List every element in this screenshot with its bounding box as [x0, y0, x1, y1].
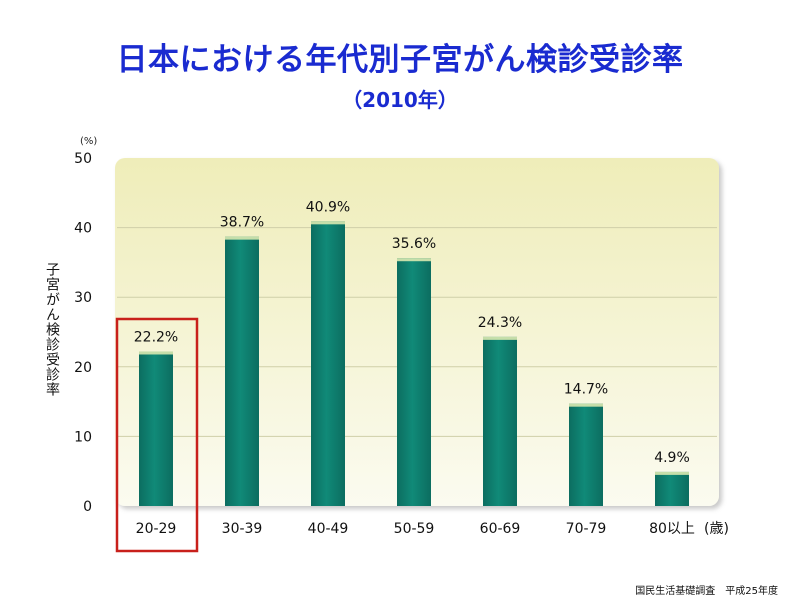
bar-60-69 [483, 336, 517, 506]
value-label-80以上: 4.9% [654, 450, 690, 466]
highlight-box [115, 317, 199, 553]
bar-highlight [397, 258, 431, 262]
bar-highlight [225, 236, 259, 240]
category-label-70-79: 70-79 [566, 521, 607, 537]
category-label-20-29: 20-29 [136, 521, 177, 537]
category-label-60-69: 60-69 [480, 521, 521, 537]
source-note: 国民生活基礎調査 平成25年度 [635, 586, 778, 597]
bar-80以上 [655, 471, 689, 506]
bar-50-59 [397, 258, 431, 506]
y-axis-ticks: 0 10 20 30 40 50 [74, 151, 92, 515]
category-label-30-39: 30-39 [222, 521, 263, 537]
category-labels: 20-29 30-39 40-49 50-59 60-69 70-79 80以上 (歳) [136, 521, 729, 537]
bar-highlight [569, 403, 603, 407]
value-label-70-79: 14.7% [564, 382, 608, 398]
y-tick-label: 40 [74, 221, 92, 237]
chart-subtitle: （2010年） [342, 88, 458, 112]
bar-highlight [139, 351, 173, 355]
chart-title: 日本における年代別子宮がん検診受診率 [116, 42, 684, 78]
bar-highlight [311, 221, 345, 225]
y-tick-label: 10 [74, 429, 92, 445]
bar-70-79 [569, 403, 603, 506]
y-tick-label: 0 [83, 499, 92, 515]
category-label-50-59: 50-59 [394, 521, 435, 537]
category-label-40-49: 40-49 [308, 521, 349, 537]
bar-30-39 [225, 236, 259, 506]
bar-highlight [483, 336, 517, 340]
x-axis-unit: (歳) [704, 521, 729, 537]
value-label-40-49: 40.9% [306, 199, 350, 215]
bars [139, 221, 689, 506]
y-tick-label: 50 [74, 151, 92, 167]
bar-highlight [655, 471, 689, 475]
y-axis-unit: (%) [80, 136, 98, 147]
value-labels: 22.2% 38.7% 40.9% 35.6% 24.3% 14.7% 4.9% [134, 199, 690, 466]
value-label-60-69: 24.3% [478, 315, 522, 331]
y-tick-label: 30 [74, 290, 92, 306]
bar-40-49 [311, 221, 345, 506]
value-label-50-59: 35.6% [392, 236, 436, 252]
y-axis-label: 子宮がん検診受診率 [44, 262, 60, 397]
value-label-20-29: 22.2% [134, 329, 178, 345]
value-label-30-39: 38.7% [220, 215, 264, 231]
y-tick-label: 20 [74, 360, 92, 376]
bar-20-29 [139, 351, 173, 506]
category-label-80以上: 80以上 [649, 521, 695, 537]
